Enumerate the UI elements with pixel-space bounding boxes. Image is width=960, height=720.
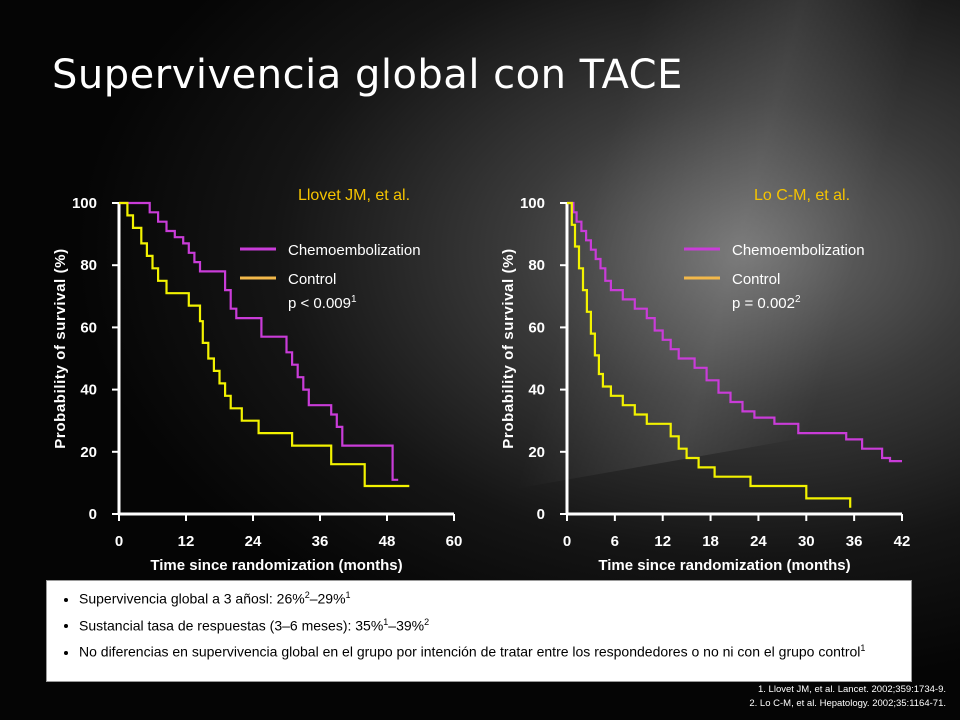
x-tick-label: 18 — [702, 533, 719, 550]
x-tick-label: 48 — [379, 533, 396, 550]
x-axis-title: Time since randomization (months) — [150, 557, 402, 574]
x-tick-label: 0 — [563, 533, 571, 550]
x-tick-label: 12 — [178, 533, 195, 550]
reference-1: 1. Llovet JM, et al. Lancet. 2002;359:17… — [757, 684, 946, 695]
y-tick-label: 100 — [72, 195, 97, 212]
y-tick-label: 0 — [89, 506, 97, 523]
y-tick-label: 40 — [528, 382, 545, 399]
x-tick-label: 24 — [750, 533, 767, 550]
x-tick-label: 36 — [312, 533, 329, 550]
chart-reference: Llovet JM, et al. — [298, 187, 410, 204]
y-tick-label: 60 — [80, 319, 97, 336]
x-tick-label: 0 — [115, 533, 123, 550]
summary-bullet: No diferencias en supervivencia global e… — [79, 640, 901, 661]
chart-reference: Lo C-M, et al. — [754, 187, 850, 204]
x-tick-label: 6 — [611, 533, 619, 550]
y-tick-label: 20 — [80, 444, 97, 461]
p-value: p < 0.0091 — [288, 294, 357, 312]
x-axis-title: Time since randomization (months) — [598, 557, 850, 574]
y-tick-label: 80 — [80, 257, 97, 274]
y-tick-label: 20 — [528, 444, 545, 461]
summary-box: Supervivencia global a 3 añosl: 26%2–29%… — [46, 580, 912, 682]
summary-list: Supervivencia global a 3 añosl: 26%2–29%… — [61, 587, 901, 661]
y-tick-label: 80 — [528, 257, 545, 274]
series-control-line — [119, 201, 410, 488]
y-tick-label: 0 — [537, 506, 545, 523]
slide-title: Supervivencia global con TACE — [52, 52, 683, 98]
legend-label: Control — [288, 271, 336, 288]
series-control-line — [567, 201, 852, 508]
x-tick-label: 60 — [446, 533, 463, 550]
y-tick-label: 100 — [520, 195, 545, 212]
x-tick-label: 12 — [654, 533, 671, 550]
survival-chart-lo: 0 20 40 60 80 100 0 6 12 18 24 30 36 42 Time since ran… — [500, 187, 911, 574]
reference-2: 2. Lo C-M, et al. Hepatology. 2002;35:11… — [749, 698, 946, 709]
x-tick-label: 42 — [894, 533, 911, 550]
series-chemoembolization-line — [119, 201, 399, 481]
x-tick-label: 24 — [245, 533, 262, 550]
summary-bullet: Supervivencia global a 3 añosl: 26%2–29%… — [79, 587, 901, 608]
y-tick-label: 40 — [80, 382, 97, 399]
x-tick-label: 36 — [846, 533, 863, 550]
summary-bullet: Sustancial tasa de respuestas (3–6 meses… — [79, 614, 901, 635]
p-value: p = 0.0022 — [732, 294, 801, 312]
series-chemoembolization-line — [567, 201, 902, 463]
x-tick-label: 30 — [798, 533, 815, 550]
y-tick-label: 60 — [528, 319, 545, 336]
survival-chart-llovet: 0 20 40 60 80 100 0 12 24 36 48 60 Time since random… — [52, 187, 463, 574]
legend-label: Chemoembolization — [732, 242, 865, 259]
legend-label: Control — [732, 271, 780, 288]
references: 1. Llovet JM, et al. Lancet. 2002;359:17… — [749, 683, 946, 711]
y-axis-title: Probability of survival (%) — [52, 248, 69, 448]
y-axis-title: Probability of survival (%) — [500, 248, 517, 448]
legend-label: Chemoembolization — [288, 242, 421, 259]
